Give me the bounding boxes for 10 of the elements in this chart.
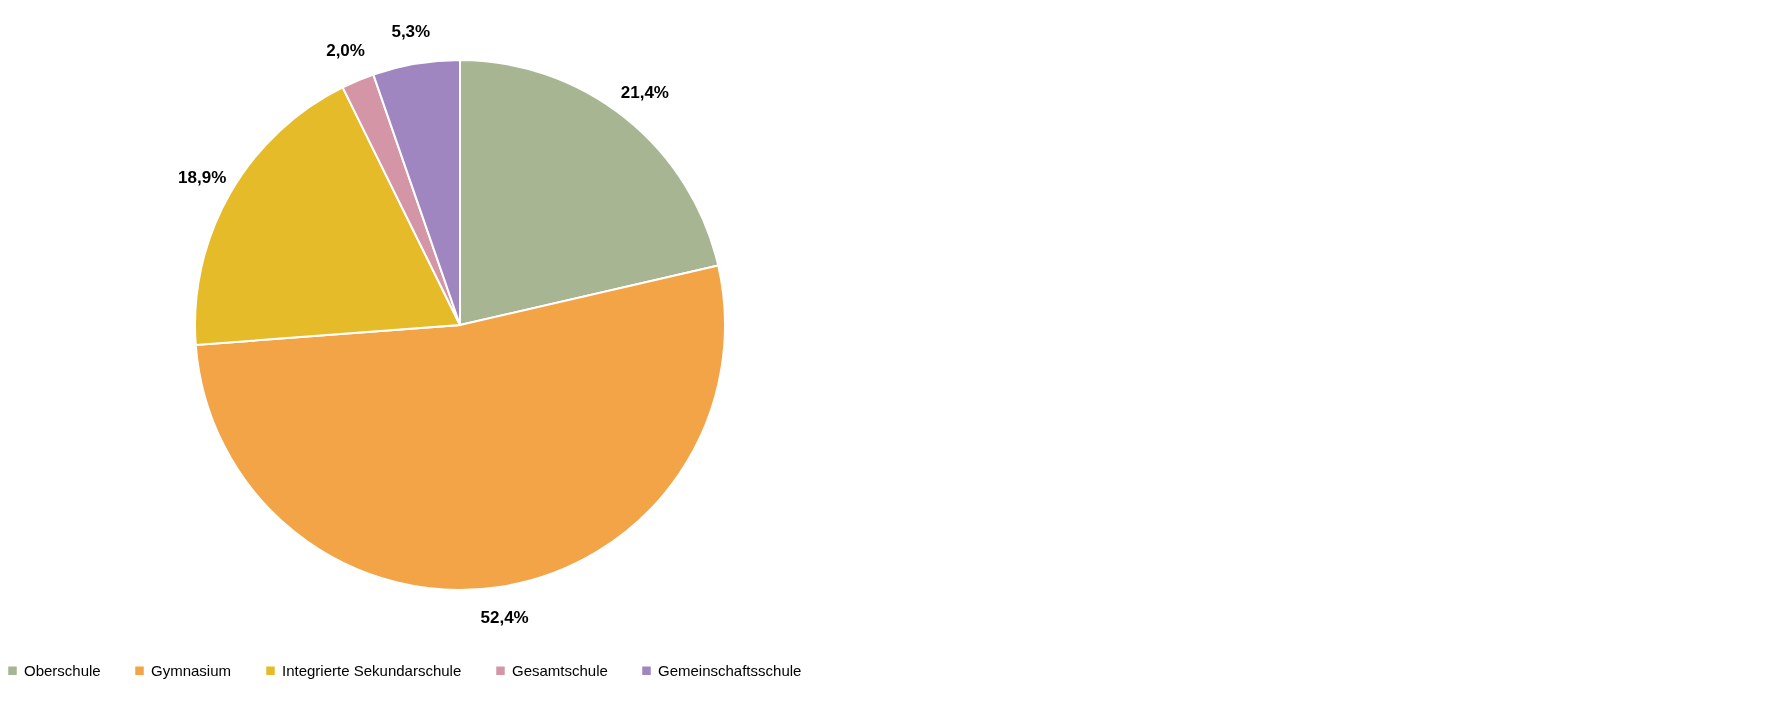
- legend-label: Gymnasium: [151, 661, 232, 679]
- data-label: 5,3%: [391, 22, 431, 42]
- data-label: 2,0%: [326, 41, 365, 61]
- data-label: 52,4%: [480, 608, 529, 628]
- data-label: 18,9%: [178, 167, 227, 187]
- data-label: 21,4%: [620, 82, 669, 102]
- legend-label: Integrierte Sekundarschule: [282, 661, 462, 679]
- legend-label: Gemeinschaftsschule: [658, 661, 802, 679]
- legend-label: Gesamtschule: [512, 661, 608, 679]
- legend-label: Oberschule: [24, 661, 101, 679]
